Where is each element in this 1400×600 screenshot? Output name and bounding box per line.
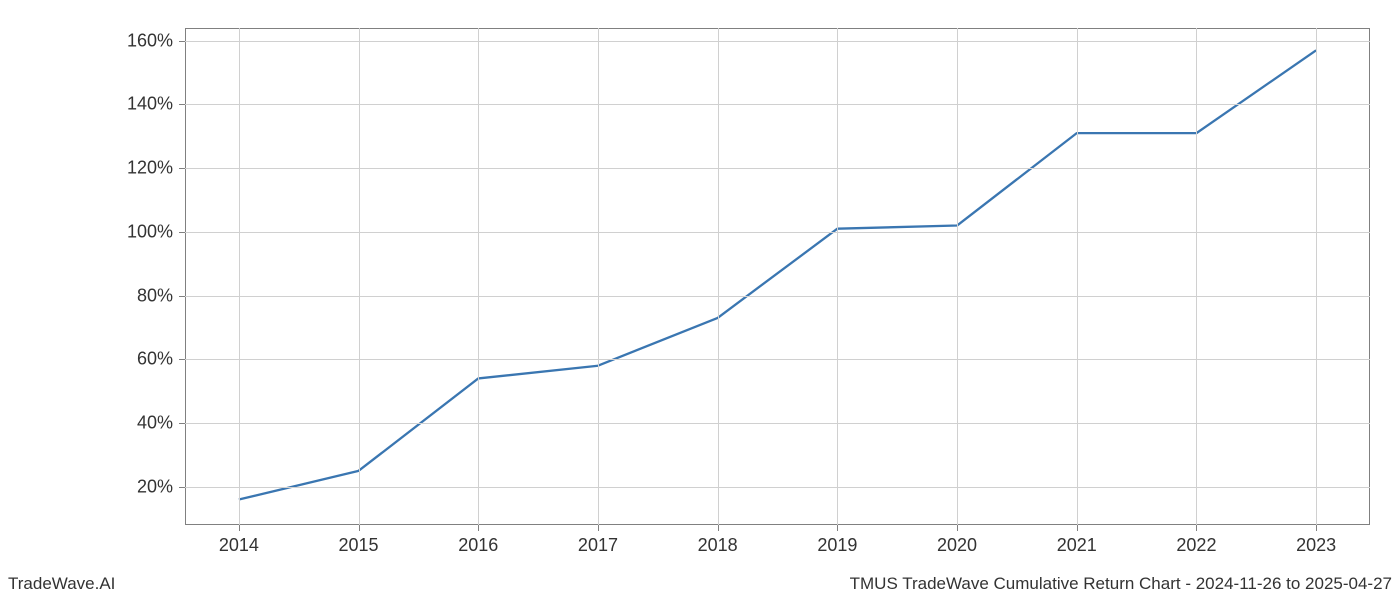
grid-line-vertical [359,28,360,525]
grid-line-horizontal [185,359,1370,360]
x-tick-label: 2023 [1296,535,1336,556]
y-tick-mark [179,104,185,105]
y-tick-mark [179,359,185,360]
grid-line-vertical [239,28,240,525]
x-tick-label: 2019 [817,535,857,556]
grid-line-vertical [837,28,838,525]
y-tick-mark [179,168,185,169]
x-tick-mark [1196,525,1197,531]
y-tick-label: 40% [137,413,173,434]
watermark-left: TradeWave.AI [8,574,115,594]
y-tick-mark [179,41,185,42]
x-tick-mark [837,525,838,531]
x-tick-label: 2017 [578,535,618,556]
x-tick-mark [478,525,479,531]
x-tick-mark [718,525,719,531]
y-tick-label: 60% [137,349,173,370]
x-tick-mark [239,525,240,531]
x-tick-mark [598,525,599,531]
y-tick-label: 100% [127,221,173,242]
y-tick-label: 20% [137,476,173,497]
grid-line-horizontal [185,41,1370,42]
y-tick-label: 80% [137,285,173,306]
grid-line-horizontal [185,232,1370,233]
y-tick-label: 120% [127,158,173,179]
x-tick-mark [957,525,958,531]
grid-line-horizontal [185,168,1370,169]
x-tick-mark [1316,525,1317,531]
line-series [239,50,1316,499]
grid-line-vertical [1316,28,1317,525]
caption-right: TMUS TradeWave Cumulative Return Chart -… [850,574,1392,594]
grid-line-vertical [478,28,479,525]
x-tick-mark [359,525,360,531]
grid-line-horizontal [185,296,1370,297]
grid-line-horizontal [185,487,1370,488]
grid-line-vertical [1196,28,1197,525]
x-tick-label: 2015 [339,535,379,556]
x-tick-label: 2021 [1057,535,1097,556]
y-tick-label: 160% [127,30,173,51]
y-tick-mark [179,423,185,424]
grid-line-vertical [957,28,958,525]
grid-line-horizontal [185,423,1370,424]
grid-line-vertical [598,28,599,525]
x-tick-label: 2020 [937,535,977,556]
y-tick-mark [179,232,185,233]
line-series-svg [185,28,1370,525]
x-tick-label: 2018 [698,535,738,556]
x-tick-label: 2016 [458,535,498,556]
grid-line-vertical [1077,28,1078,525]
chart-container: TradeWave.AI TMUS TradeWave Cumulative R… [0,0,1400,600]
x-tick-label: 2014 [219,535,259,556]
grid-line-vertical [718,28,719,525]
x-tick-label: 2022 [1176,535,1216,556]
grid-line-horizontal [185,104,1370,105]
y-tick-mark [179,487,185,488]
plot-area [185,28,1370,525]
x-tick-mark [1077,525,1078,531]
y-tick-label: 140% [127,94,173,115]
y-tick-mark [179,296,185,297]
